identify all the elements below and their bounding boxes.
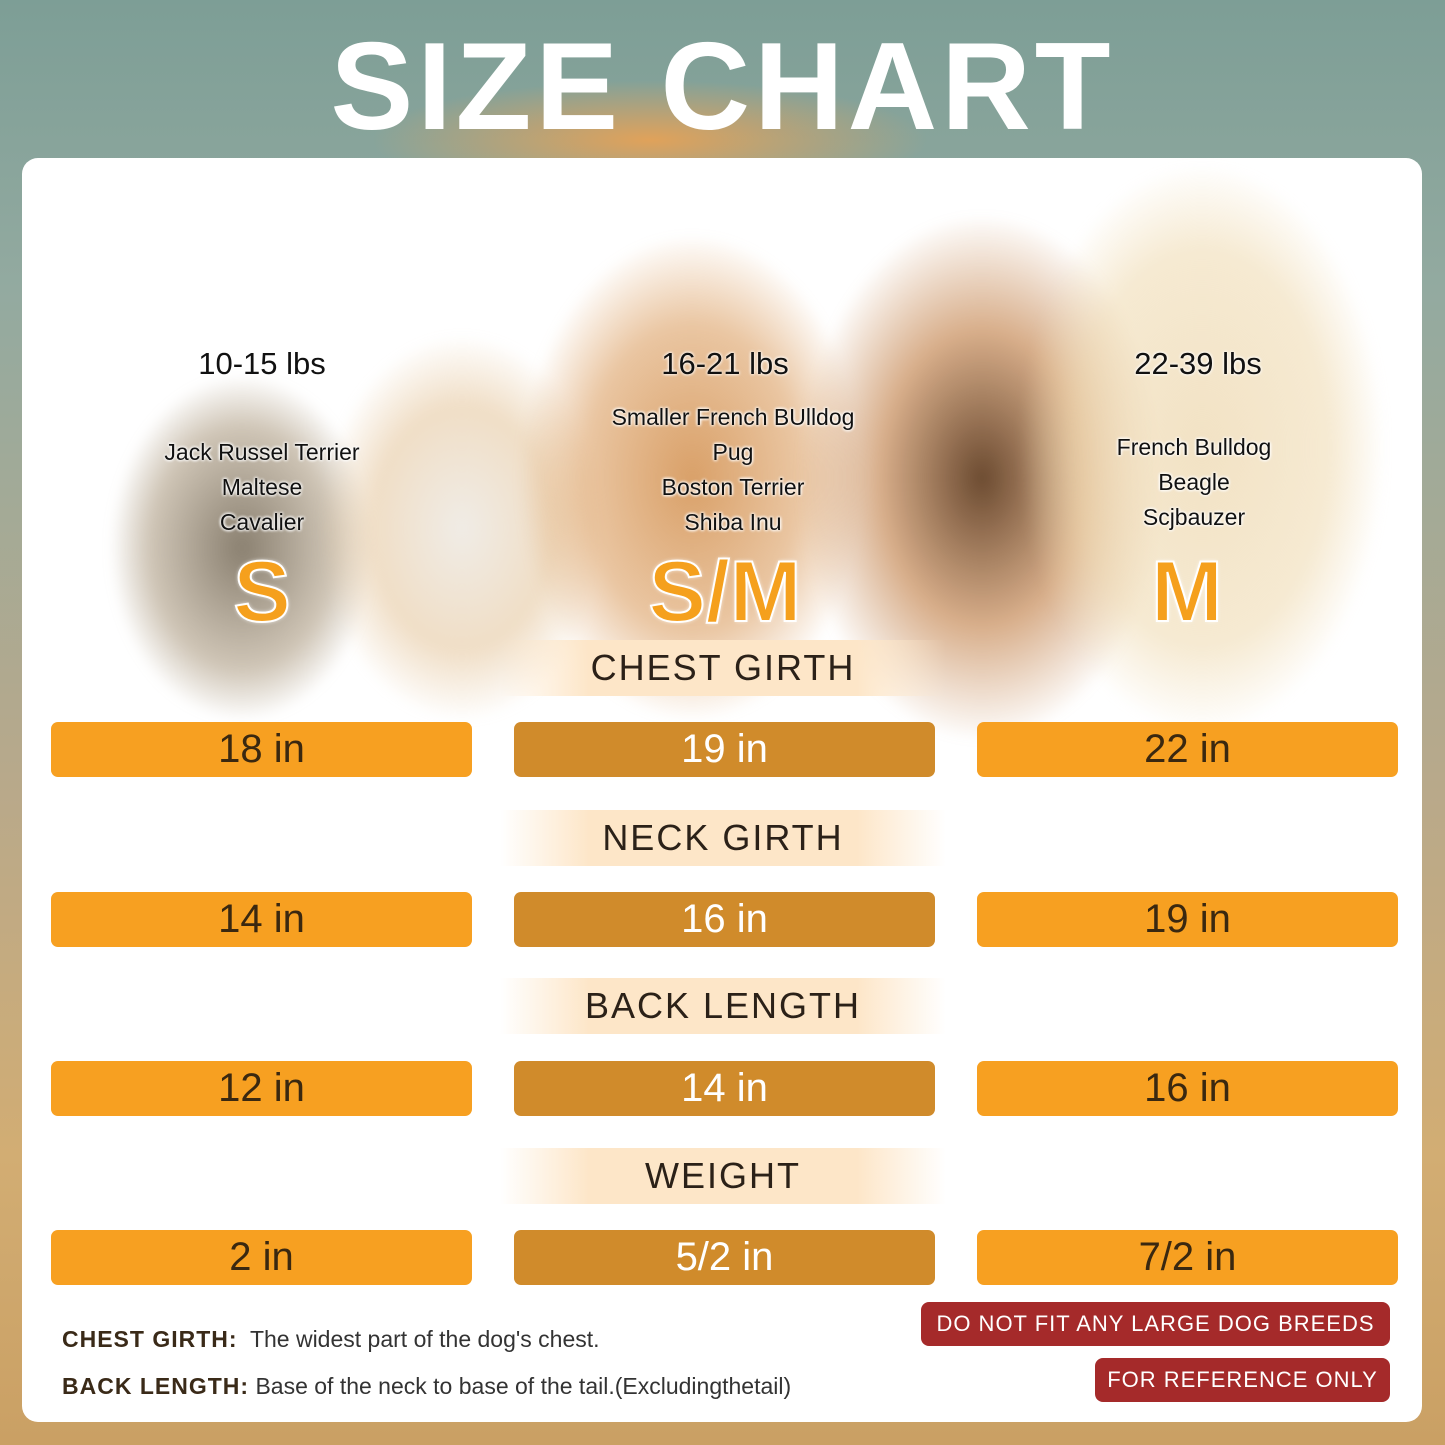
measurement-header-weight: WEIGHT — [500, 1148, 946, 1204]
breed-name: Pug — [712, 439, 754, 465]
breed-name: Smaller French BUlldog — [611, 404, 855, 430]
breed-name: Jack Russel Terrier — [164, 439, 360, 465]
reference-only-badge: FOR REFERENCE ONLY — [1095, 1358, 1390, 1402]
value-neck-m: 19 in — [977, 892, 1398, 947]
breed-name: Beagle — [1158, 469, 1230, 495]
measurement-header-back-length: BACK LENGTH — [500, 978, 946, 1034]
weight-range-s: 10-15 lbs — [198, 346, 326, 381]
size-label-m: M — [1150, 543, 1224, 641]
breed-list-sm: Smaller French BUlldog Pug Boston Terrie… — [533, 400, 933, 540]
note-definition: Base of the neck to base of the tail.(Ex… — [255, 1373, 792, 1399]
breed-name: Maltese — [221, 474, 303, 500]
measurement-header-neck-girth: NECK GIRTH — [500, 810, 946, 866]
value-chest-s: 18 in — [51, 722, 472, 777]
note-chest-girth: CHEST GIRTH: The widest part of the dog'… — [62, 1326, 600, 1353]
value-back-s: 12 in — [51, 1061, 472, 1116]
value-neck-s: 14 in — [51, 892, 472, 947]
value-weight-m: 7/2 in — [977, 1230, 1398, 1285]
breed-list-s: Jack Russel Terrier Maltese Cavalier — [62, 435, 462, 540]
note-back-length: BACK LENGTH: Base of the neck to base of… — [62, 1373, 791, 1400]
breed-list-m: French Bulldog Beagle Scjbauzer — [994, 430, 1394, 535]
size-label-s: S — [232, 543, 291, 641]
breed-name: Boston Terrier — [661, 474, 805, 500]
value-back-sm: 14 in — [514, 1061, 935, 1116]
value-weight-sm: 5/2 in — [514, 1230, 935, 1285]
weight-range-m: 22-39 lbs — [1134, 346, 1262, 381]
value-chest-sm: 19 in — [514, 722, 935, 777]
note-definition: The widest part of the dog's chest. — [249, 1326, 600, 1352]
page-title: SIZE CHART — [330, 18, 1115, 156]
size-chart-card: 10-15 lbs Jack Russel Terrier Maltese Ca… — [22, 158, 1422, 1422]
breed-name: Shiba Inu — [684, 509, 782, 535]
large-breed-warning-badge: DO NOT FIT ANY LARGE DOG BREEDS — [921, 1302, 1390, 1346]
weight-range-sm: 16-21 lbs — [661, 346, 789, 381]
measurement-header-chest-girth: CHEST GIRTH — [500, 640, 946, 696]
value-neck-sm: 16 in — [514, 892, 935, 947]
size-label-sm: S/M — [648, 543, 803, 641]
breed-name: Scjbauzer — [1142, 504, 1246, 530]
note-term: BACK LENGTH: — [62, 1373, 250, 1399]
breed-name: Cavalier — [219, 509, 305, 535]
note-term: CHEST GIRTH: — [62, 1326, 238, 1352]
value-chest-m: 22 in — [977, 722, 1398, 777]
value-weight-s: 2 in — [51, 1230, 472, 1285]
breed-name: French Bulldog — [1116, 434, 1272, 460]
value-back-m: 16 in — [977, 1061, 1398, 1116]
